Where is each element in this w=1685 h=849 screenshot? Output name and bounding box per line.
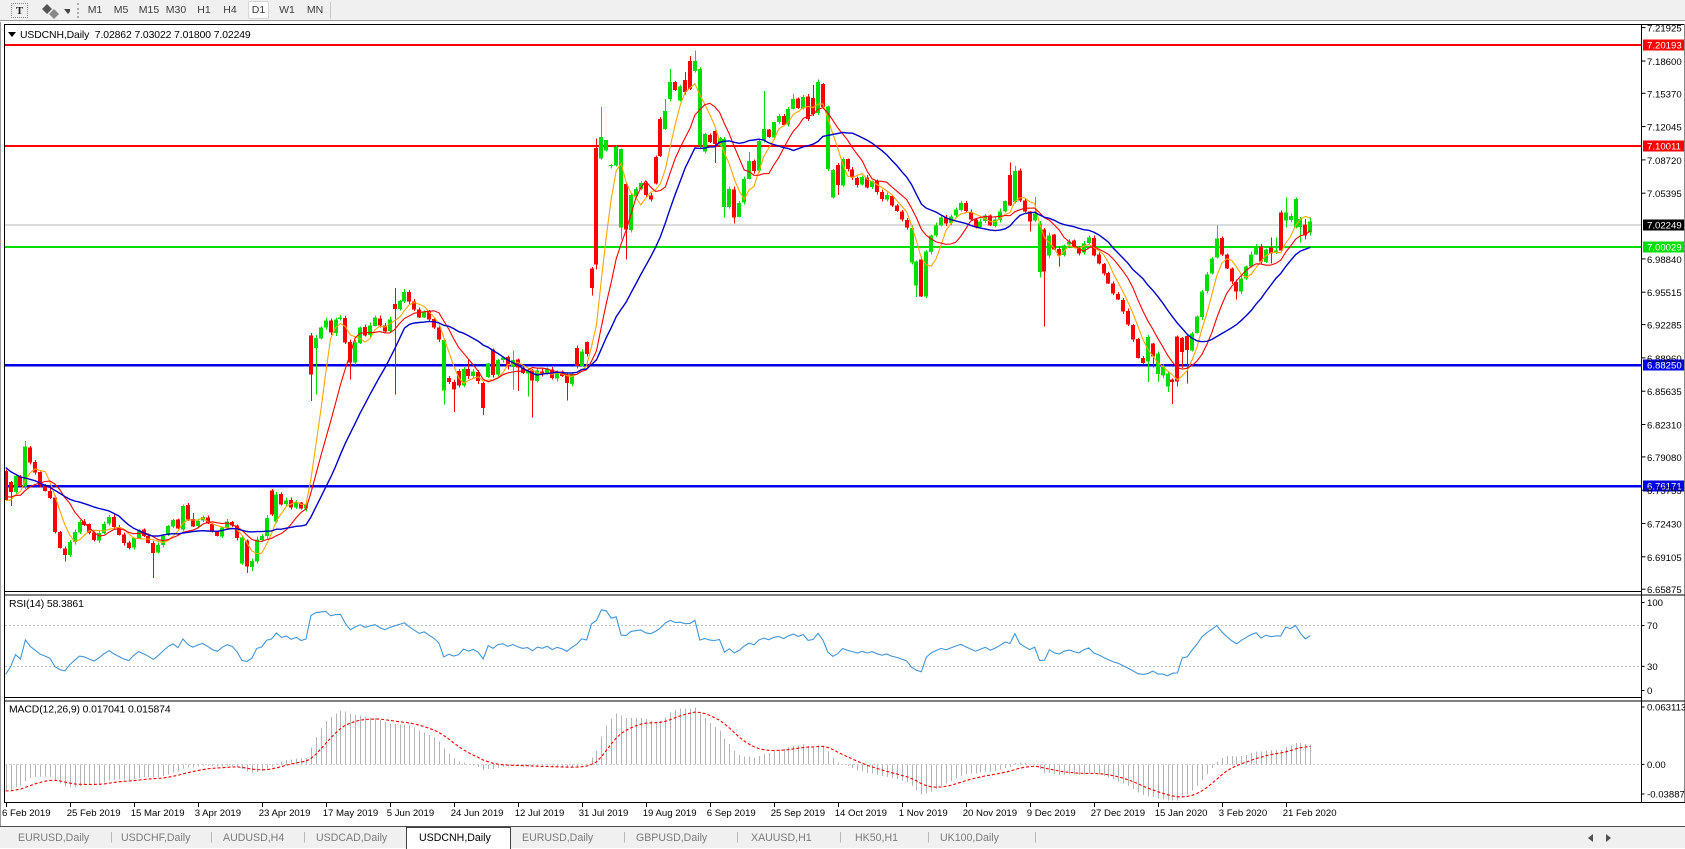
svg-text:7.12045: 7.12045 xyxy=(1647,123,1682,134)
svg-text:6.69105: 6.69105 xyxy=(1647,553,1682,564)
svg-text:7.10011: 7.10011 xyxy=(1647,142,1681,153)
svg-text:70: 70 xyxy=(1647,621,1658,632)
svg-text:MACD(12,26,9) 0.017041 0.01587: MACD(12,26,9) 0.017041 0.015874 xyxy=(9,705,171,716)
svg-text:12 Jul 2019: 12 Jul 2019 xyxy=(515,808,565,819)
svg-text:20 Nov 2019: 20 Nov 2019 xyxy=(963,808,1017,819)
svg-text:25 Feb 2019: 25 Feb 2019 xyxy=(67,808,121,819)
svg-text:6.88250: 6.88250 xyxy=(1647,361,1682,372)
svg-text:7.18600: 7.18600 xyxy=(1647,57,1682,68)
svg-text:USDCNH,Daily 7.02862 7.03022: USDCNH,Daily 7.02862 7.03022 7.01800 7.0… xyxy=(20,30,251,41)
svg-text:6.88960: 6.88960 xyxy=(1647,354,1682,365)
svg-text:6.92285: 6.92285 xyxy=(1647,321,1682,332)
svg-text:7.05395: 7.05395 xyxy=(1647,189,1682,200)
svg-text:24 Jun 2019: 24 Jun 2019 xyxy=(451,808,504,819)
svg-text:7.00029: 7.00029 xyxy=(1647,243,1682,254)
svg-text:15 Mar 2019: 15 Mar 2019 xyxy=(131,808,185,819)
svg-text:27 Dec 2019: 27 Dec 2019 xyxy=(1091,808,1145,819)
svg-text:9 Dec 2019: 9 Dec 2019 xyxy=(1027,808,1076,819)
svg-text:23 Apr 2019: 23 Apr 2019 xyxy=(259,808,311,819)
svg-text:RSI(14) 58.3861: RSI(14) 58.3861 xyxy=(9,599,84,610)
svg-text:15 Jan 2020: 15 Jan 2020 xyxy=(1155,808,1208,819)
svg-text:0.063113: 0.063113 xyxy=(1647,703,1685,714)
svg-text:0.00: 0.00 xyxy=(1647,760,1666,771)
svg-text:19 Aug 2019: 19 Aug 2019 xyxy=(643,808,697,819)
svg-text:6.75755: 6.75755 xyxy=(1647,486,1682,497)
svg-text:7.02249: 7.02249 xyxy=(1647,220,1682,231)
svg-text:-0.038872: -0.038872 xyxy=(1647,790,1685,801)
svg-text:6.65875: 6.65875 xyxy=(1647,585,1682,596)
svg-text:30: 30 xyxy=(1647,662,1658,673)
svg-text:25 Sep 2019: 25 Sep 2019 xyxy=(771,808,825,819)
svg-text:7.08720: 7.08720 xyxy=(1647,156,1682,167)
svg-text:6.95515: 6.95515 xyxy=(1647,288,1682,299)
svg-text:6 Feb 2019: 6 Feb 2019 xyxy=(2,808,51,819)
svg-text:5 Jun 2019: 5 Jun 2019 xyxy=(387,808,434,819)
svg-text:6.76171: 6.76171 xyxy=(1647,482,1682,493)
svg-text:14 Oct 2019: 14 Oct 2019 xyxy=(835,808,887,819)
svg-text:31 Jul 2019: 31 Jul 2019 xyxy=(579,808,629,819)
svg-text:17 May 2019: 17 May 2019 xyxy=(323,808,378,819)
svg-text:1 Nov 2019: 1 Nov 2019 xyxy=(899,808,948,819)
svg-text:7.20193: 7.20193 xyxy=(1647,40,1682,51)
svg-text:6.72430: 6.72430 xyxy=(1647,520,1682,531)
svg-text:3 Feb 2020: 3 Feb 2020 xyxy=(1219,808,1268,819)
svg-text:6.82310: 6.82310 xyxy=(1647,421,1682,432)
svg-text:100: 100 xyxy=(1647,598,1663,609)
svg-text:7.21925: 7.21925 xyxy=(1647,24,1682,35)
svg-text:7.15370: 7.15370 xyxy=(1647,89,1682,100)
svg-text:0: 0 xyxy=(1647,686,1652,697)
svg-text:6.98840: 6.98840 xyxy=(1647,255,1682,266)
svg-text:6.85635: 6.85635 xyxy=(1647,387,1682,398)
svg-text:21 Feb 2020: 21 Feb 2020 xyxy=(1283,808,1337,819)
svg-text:6.79080: 6.79080 xyxy=(1647,453,1682,464)
svg-text:6 Sep 2019: 6 Sep 2019 xyxy=(707,808,756,819)
svg-text:3 Apr 2019: 3 Apr 2019 xyxy=(195,808,241,819)
